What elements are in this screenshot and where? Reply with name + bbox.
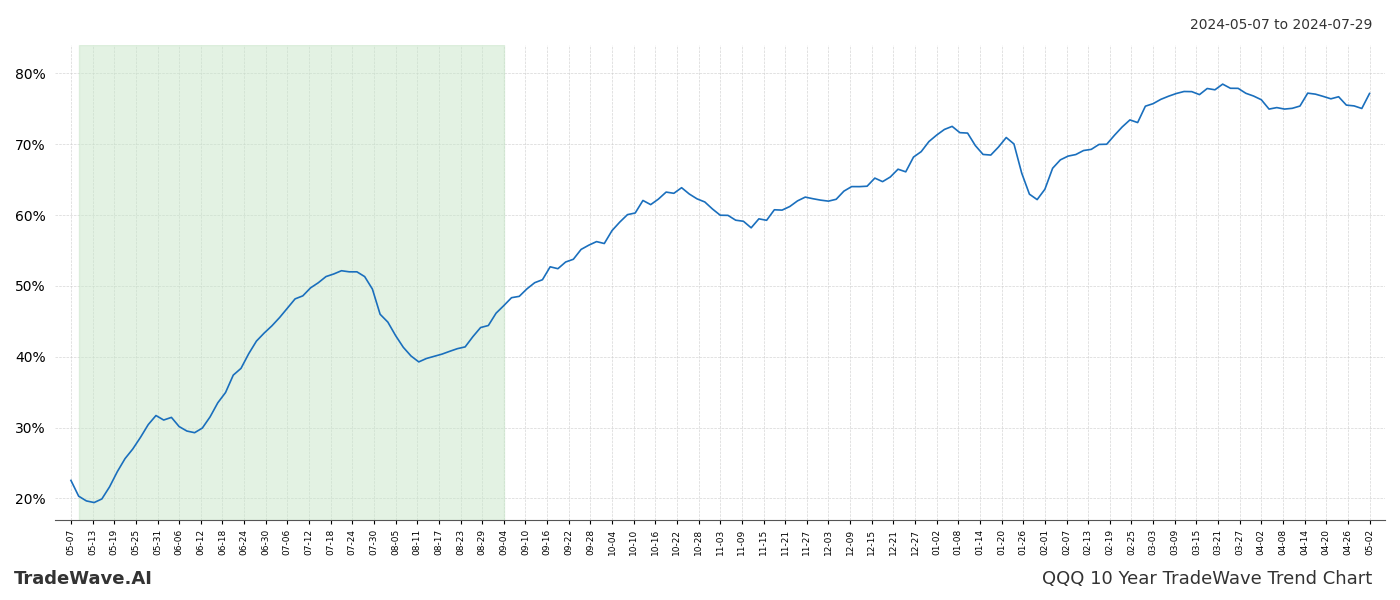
Text: QQQ 10 Year TradeWave Trend Chart: QQQ 10 Year TradeWave Trend Chart	[1042, 570, 1372, 588]
Bar	[78, 45, 504, 520]
Text: TradeWave.AI: TradeWave.AI	[14, 570, 153, 588]
Text: 2024-05-07 to 2024-07-29: 2024-05-07 to 2024-07-29	[1190, 18, 1372, 32]
